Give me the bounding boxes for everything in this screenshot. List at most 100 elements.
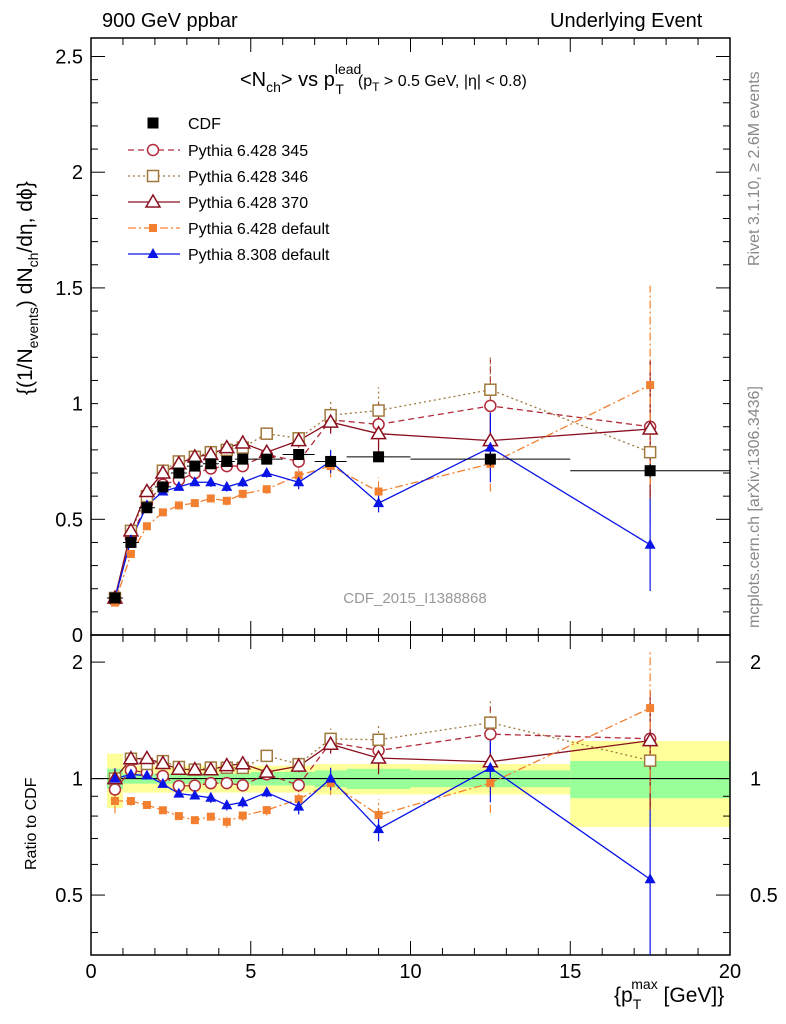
pythia-6-428-370-point [234,434,252,449]
cdf-point [293,449,305,461]
pythia-6-428-default-ratio-point [142,800,151,809]
pythia-6-428-370-ratio-point [186,761,204,776]
pythia-6-428-default-ratio-point [326,779,335,788]
pythia-8-308-default-point [373,497,385,508]
pythia-6-428-default-ratio-point [646,704,655,713]
pythia-6-428-370-ratio-point [370,749,387,764]
pythia-8-308-default-ratio-point [325,772,337,783]
y-tick-label: 2 [72,162,83,184]
pythia-6-428-370-ratio-point [170,760,188,775]
pythia-6-428-370-ratio-point [641,732,659,747]
cdf-point [189,460,201,472]
cdf-point [261,453,273,465]
ratio-y-tick-label: 1 [72,769,83,791]
pythia-8-308-default-point [205,476,217,487]
pythia-6-428-370-point [370,425,387,440]
legend-cdf-label: CDF [188,116,221,133]
pythia-8-308-default-point [237,476,249,487]
ratio-y-tick-label: 0.5 [55,885,83,907]
pythia-8-308-default-ratio-point [644,873,656,884]
pythia-6-428-370-ratio-point [290,757,307,772]
pythia-6-428-default-point [238,489,247,498]
legend-marker [146,143,160,157]
pythia-6-428-346-point [372,404,385,417]
x-tick-label: 20 [719,961,741,983]
pythia-6-428-370-point [641,420,659,435]
pythia-8-308-default-point [189,476,201,487]
x-tick-label: 10 [399,961,421,983]
pythia-6-428-default-ratio-point [190,816,199,825]
pythia-6-428-346-ratio-point [372,733,385,747]
pythia-8-308-default-ratio-point [205,791,217,802]
pythia-8-308-default-ratio-point [373,823,385,834]
pythia-6-428-346-point [260,427,273,440]
legend-label: Pythia 6.428 345 [188,143,308,160]
ratio-axis-label: Ratio to CDF [23,777,40,870]
pythia-6-428-default-point [174,501,183,510]
pythia-6-428-default-point [222,496,231,505]
pythia-6-428-345-ratio-point [108,783,122,796]
legend-label: Pythia 6.428 346 [188,169,308,186]
pythia-6-428-370-ratio-point [234,755,252,770]
axis-ticks: 0 5 10 15 20 0 0.5 1 1.5 2 2.5 0.5 0.5 1 1 2 2 [55,38,778,983]
pythia-6-428-default-ratio-point [374,810,383,819]
legend-label: Pythia 6.428 370 [188,195,308,212]
pythia-8-308-default-ratio-point [221,799,233,810]
pythia-6-428-default-point [374,487,383,496]
cdf-point [325,455,337,467]
pythia-6-428-345-ratio-point [236,779,250,792]
pythia-6-428-370-ratio-point [138,749,156,765]
x-axis-label: {pTmax [GeV]} [614,976,724,1012]
cdf-point [157,481,169,493]
pythia-6-428-default-line [114,384,651,603]
pythia-8-308-default-point [293,476,305,487]
pythia-6-428-370-ratio-point [322,735,339,750]
pythia-6-428-default-point [646,381,655,390]
pythia-6-428-default-point [190,499,199,508]
ratio-panel-series [106,651,659,955]
cdf-point [125,536,137,548]
pythia-8-308-default-point [484,441,496,452]
cdf-point [205,458,217,470]
pythia-8-308-default-ratio-point [484,761,496,772]
pythia-6-428-346-point [643,445,657,459]
pythia-6-428-370-point [322,413,339,428]
ratio-y-tick-label: 2 [72,652,83,674]
legend-label: Pythia 8.308 default [188,247,330,264]
pythia-8-308-default-ratio-point [237,796,249,807]
pythia-6-428-default-point [294,471,303,480]
legend-label: Pythia 6.428 default [188,221,330,238]
pythia-6-428-default-ratio-point [206,812,215,821]
pythia-8-308-default-ratio-point [293,800,305,811]
pythia-6-428-default-ratio-point [174,812,183,821]
pythia-6-428-370-line [114,421,651,599]
pythia-6-428-default-ratio-point [158,806,167,815]
pythia-6-428-346-ratio-point [260,749,273,763]
legend-marker [146,169,160,183]
pythia-8-308-default-ratio-point [261,786,273,797]
y-tick-label: 1 [72,394,83,416]
pythia-8-308-default-point [173,480,185,491]
y-tick-label: 1.5 [55,278,83,300]
y-tick-label: 0 [72,625,83,647]
ratio-y-tick-label-right: 0.5 [750,885,778,907]
pythia-8-308-default-ratio-point [125,768,137,779]
pythia-6-428-default-ratio-point [262,806,271,815]
pythia-6-428-370-ratio-point [202,761,220,776]
x-tick-label: 15 [559,961,581,983]
pythia-6-428-default-ratio-point [126,797,135,806]
pythia-8-308-default-point [261,467,273,478]
pythia-6-428-default-point [262,485,271,494]
pythia-6-428-345-ratio-point [204,776,218,790]
pythia-6-428-370-ratio-point [122,750,140,765]
legend-cdf-marker [147,117,159,129]
pythia-6-428-345-ratio-point [188,779,202,792]
legend-marker [149,224,157,232]
pythia-6-428-345-ratio-point [292,778,305,792]
pythia-8-308-default-ratio-point [189,789,201,800]
pythia-6-428-default-ratio-point [110,797,119,806]
pythia-8-308-default-point [221,480,233,491]
pythia-6-428-default-point [206,494,215,503]
pythia-8-308-default-ratio-point [141,769,153,780]
legend-marker [144,193,162,208]
